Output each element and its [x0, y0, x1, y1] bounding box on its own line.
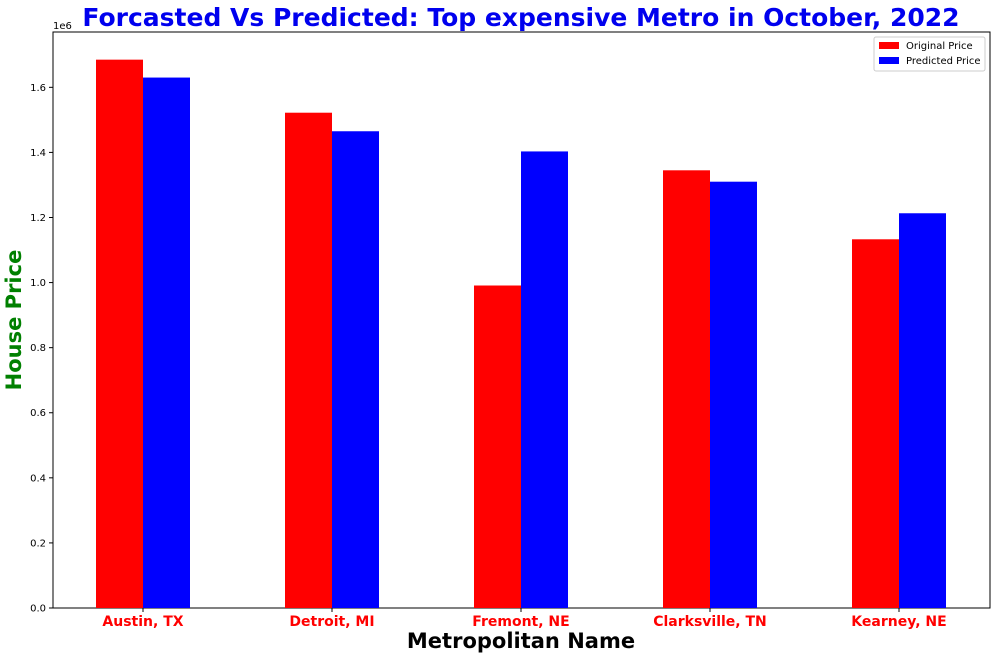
bar-original-price	[663, 170, 710, 608]
x-category-label: Fremont, NE	[472, 614, 569, 630]
legend-label-predicted: Predicted Price	[906, 56, 981, 67]
bar-predicted-price	[143, 77, 190, 608]
bar-original-price	[474, 285, 521, 608]
bar-predicted-price	[521, 151, 568, 608]
y-tick-label: 0.4	[30, 473, 46, 484]
legend-frame	[873, 36, 986, 72]
x-category-label: Kearney, NE	[851, 614, 946, 630]
bar-predicted-price	[710, 181, 757, 608]
x-axis-label: Metropolitan Name	[407, 629, 635, 653]
legend: Original Price Predicted Price	[873, 36, 986, 72]
bars-group	[96, 59, 946, 609]
x-axis-categories: Austin, TX Detroit, MI Fremont, NE Clarksvi…	[102, 608, 947, 630]
chart-title: Forcasted Vs Predicted: Top expensive Me…	[82, 3, 959, 32]
bar-original-price	[96, 59, 143, 609]
bar-original-price	[852, 239, 899, 608]
y-tick-label: 0.8	[30, 343, 46, 354]
bar-original-price	[285, 112, 332, 609]
y-tick-label: 1.0	[30, 278, 46, 289]
y-tick-label: 1.6	[30, 83, 46, 94]
y-tick-label: 0.0	[30, 604, 46, 615]
plot-area: 0.0 0.2 0.4 0.6 0.8 1.0 1.2 1.4 1.6 Austin, TX De…	[30, 31, 991, 630]
y-tick-label: 1.2	[30, 213, 46, 224]
bar-predicted-price	[332, 131, 379, 608]
y-offset-label: 1e6	[53, 21, 72, 32]
y-axis-ticks: 0.0 0.2 0.4 0.6 0.8 1.0 1.2 1.4 1.6	[30, 83, 53, 615]
x-category-label: Clarksville, TN	[653, 614, 767, 630]
legend-label-original: Original Price	[906, 41, 973, 52]
legend-swatch-original	[879, 42, 899, 49]
y-tick-label: 0.6	[30, 408, 46, 419]
y-tick-label: 0.2	[30, 538, 46, 549]
x-category-label: Detroit, MI	[289, 614, 374, 630]
x-category-label: Austin, TX	[102, 614, 183, 630]
y-axis-label: House Price	[2, 250, 26, 391]
y-tick-label: 1.4	[30, 148, 46, 159]
bar-predicted-price	[899, 213, 946, 608]
legend-swatch-predicted	[879, 57, 899, 64]
